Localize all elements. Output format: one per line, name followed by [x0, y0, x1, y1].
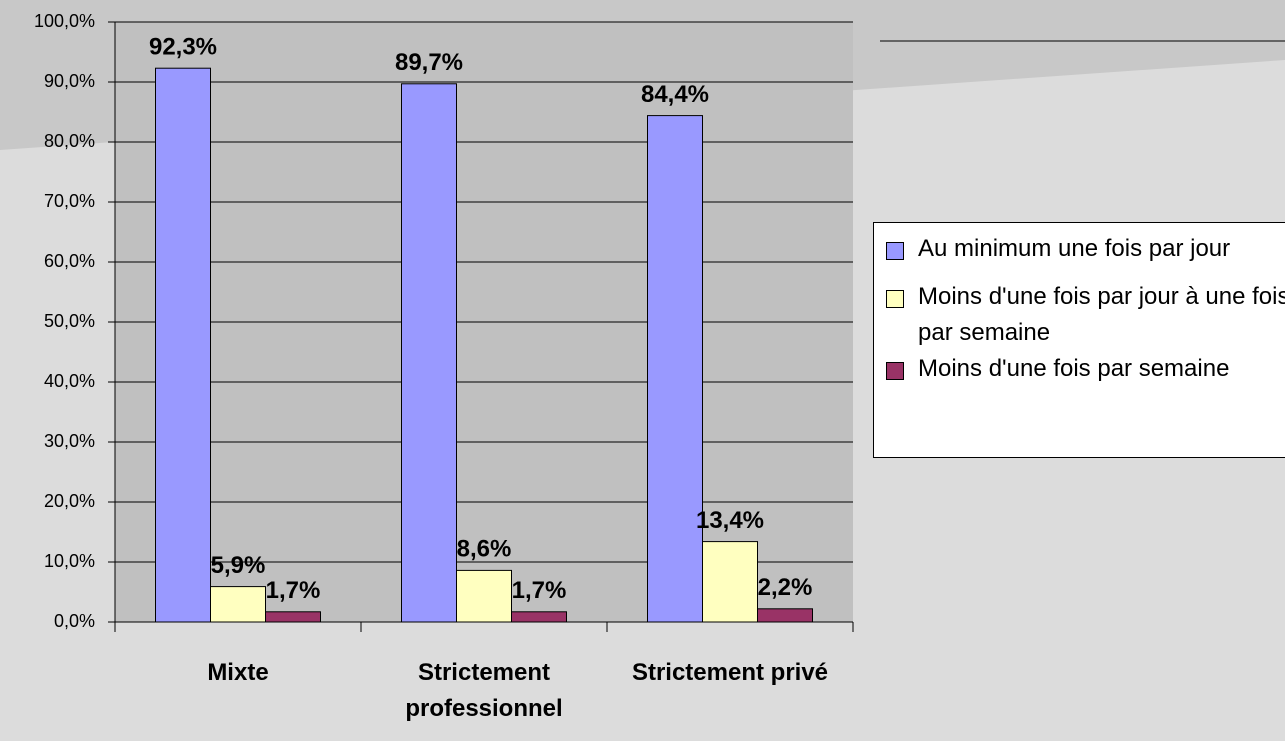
legend-swatch — [886, 290, 904, 308]
data-label: 84,4% — [641, 81, 709, 108]
legend-swatch — [886, 362, 904, 380]
y-tick-label: 80,0% — [44, 131, 95, 151]
y-tick-label: 60,0% — [44, 251, 95, 271]
bar — [647, 115, 703, 623]
y-tick-label: 40,0% — [44, 371, 95, 391]
bar — [401, 83, 457, 623]
bar — [511, 611, 567, 623]
legend-label: Moins d'une fois par semaine — [918, 355, 1230, 382]
data-label: 1,7% — [512, 577, 567, 604]
legend-swatch — [886, 242, 904, 260]
y-tick-label: 90,0% — [44, 71, 95, 91]
data-label: 92,3% — [149, 34, 217, 61]
data-label: 2,2% — [758, 574, 813, 601]
y-tick-label: 20,0% — [44, 491, 95, 511]
y-tick-label: 0,0% — [54, 611, 95, 631]
y-tick-label: 100,0% — [34, 11, 95, 31]
x-tick-label: Strictement privé — [631, 659, 829, 686]
y-tick-label: 30,0% — [44, 431, 95, 451]
y-tick-label: 70,0% — [44, 191, 95, 211]
data-label: 89,7% — [395, 49, 463, 76]
data-label: 13,4% — [696, 507, 764, 534]
x-tick-label: Strictement professionnel — [405, 659, 563, 722]
bar — [702, 541, 758, 623]
bar — [456, 569, 512, 623]
data-label: 1,7% — [266, 577, 321, 604]
data-label: 8,6% — [457, 536, 512, 563]
bar — [155, 67, 211, 623]
legend-label: Au minimum une fois par jour — [918, 235, 1231, 262]
bar — [210, 586, 266, 623]
x-tick-label: Mixte — [207, 659, 269, 686]
legend: Au minimum une fois par jour Moins d'une … — [873, 222, 1285, 458]
bar — [757, 608, 813, 623]
y-tick-label: 10,0% — [44, 551, 95, 571]
bar — [265, 611, 321, 623]
data-label: 5,9% — [211, 552, 266, 579]
legend-label: Moins d'une fois par jour à une fois par… — [918, 283, 1285, 346]
y-tick-label: 50,0% — [44, 311, 95, 331]
